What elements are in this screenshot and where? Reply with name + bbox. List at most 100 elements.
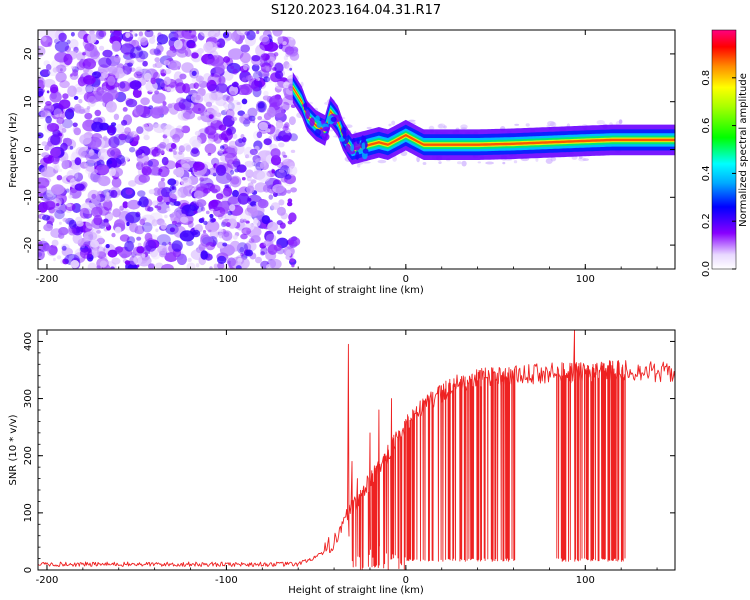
noise-cell — [69, 172, 73, 176]
noise-cell — [241, 98, 248, 105]
noise-cell — [63, 217, 67, 222]
noise-cell — [41, 141, 48, 147]
noise-cell — [282, 154, 288, 158]
noise-cell — [525, 123, 530, 127]
noise-cell — [129, 52, 136, 59]
noise-cell — [80, 58, 84, 63]
spectrogram-x-tick-label: -100 — [215, 274, 238, 285]
snr-line — [38, 330, 675, 570]
noise-cell — [268, 126, 280, 138]
noise-cell — [237, 192, 250, 205]
noise-cell — [94, 164, 110, 176]
noise-cell — [112, 30, 121, 38]
colorbar-tick-label: 0.0 — [701, 261, 712, 277]
noise-cell — [251, 64, 260, 72]
noise-cell — [226, 95, 234, 104]
noise-cell — [290, 187, 297, 193]
noise-cell — [45, 115, 52, 124]
noise-cell — [230, 169, 235, 175]
noise-cell — [222, 242, 228, 247]
figure-title: S120.2023.164.04.31.R17 — [271, 3, 441, 18]
noise-cell — [136, 163, 140, 167]
snr-series — [38, 330, 675, 570]
noise-cell — [145, 240, 157, 252]
noise-cell — [461, 160, 467, 167]
noise-cell — [422, 162, 427, 165]
noise-cell — [51, 156, 60, 165]
noise-cell — [127, 62, 133, 67]
noise-cell — [59, 80, 70, 89]
noise-cell — [213, 133, 223, 144]
noise-cell — [223, 56, 231, 63]
noise-cell — [136, 126, 144, 134]
noise-cell — [147, 160, 153, 167]
noise-cell — [443, 125, 447, 129]
noise-cell — [75, 86, 83, 93]
noise-cell — [107, 75, 116, 86]
noise-cell — [60, 68, 63, 72]
noise-cell — [53, 108, 63, 118]
noise-cell — [186, 240, 194, 247]
noise-cell — [159, 250, 167, 258]
snr-x-tick-label: -200 — [36, 575, 59, 586]
noise-cell — [239, 52, 251, 64]
noise-cell — [156, 234, 171, 246]
noise-cell — [38, 132, 44, 139]
noise-cell — [112, 208, 121, 218]
noise-cell — [460, 124, 468, 130]
noise-cell — [291, 263, 295, 268]
noise-cell — [61, 127, 67, 133]
noise-cell — [151, 92, 166, 104]
noise-cell — [200, 206, 206, 212]
noise-cell — [96, 159, 105, 167]
noise-cell — [216, 193, 224, 200]
noise-cell — [98, 30, 107, 38]
noise-cell — [205, 220, 220, 233]
noise-cell — [41, 152, 50, 158]
noise-cell — [161, 156, 169, 166]
noise-cell — [241, 77, 247, 82]
noise-cell — [262, 72, 267, 77]
noise-cell — [87, 95, 97, 107]
noise-cell — [210, 199, 219, 208]
noise-cell — [125, 98, 138, 108]
noise-cell — [191, 52, 199, 59]
noise-cell — [41, 69, 49, 76]
noise-cell — [101, 71, 109, 79]
noise-cell — [288, 116, 296, 126]
colorbar-tick-label: 0.2 — [701, 213, 712, 229]
noise-cell — [388, 123, 392, 127]
noise-cell — [148, 37, 156, 44]
noise-cell — [205, 125, 217, 136]
noise-cell — [50, 84, 59, 94]
noise-cell — [99, 260, 107, 268]
noise-cell — [264, 230, 274, 242]
noise-cell — [129, 67, 136, 72]
noise-cell — [181, 204, 198, 217]
noise-cell — [128, 180, 137, 187]
noise-cell — [139, 218, 146, 226]
snr-x-tick-label: 100 — [576, 575, 595, 586]
noise-cell — [261, 215, 270, 225]
noise-cell — [129, 30, 133, 33]
noise-cell — [158, 148, 166, 155]
noise-cell — [259, 56, 265, 64]
noise-cell — [269, 258, 282, 269]
noise-cell — [83, 231, 98, 242]
noise-cell — [275, 120, 284, 129]
noise-cell — [163, 76, 171, 86]
noise-cell — [142, 123, 149, 129]
noise-cell — [158, 168, 163, 173]
noise-cell — [232, 133, 238, 139]
noise-cell — [193, 210, 198, 214]
noise-cell — [547, 120, 555, 127]
noise-cell — [94, 109, 102, 117]
noise-cell — [279, 222, 286, 229]
noise-cell — [237, 257, 243, 263]
noise-cell — [229, 175, 242, 188]
noise-cell — [226, 173, 233, 181]
noise-cell — [248, 115, 256, 122]
noise-cell — [216, 42, 220, 46]
noise-cell — [215, 63, 225, 74]
